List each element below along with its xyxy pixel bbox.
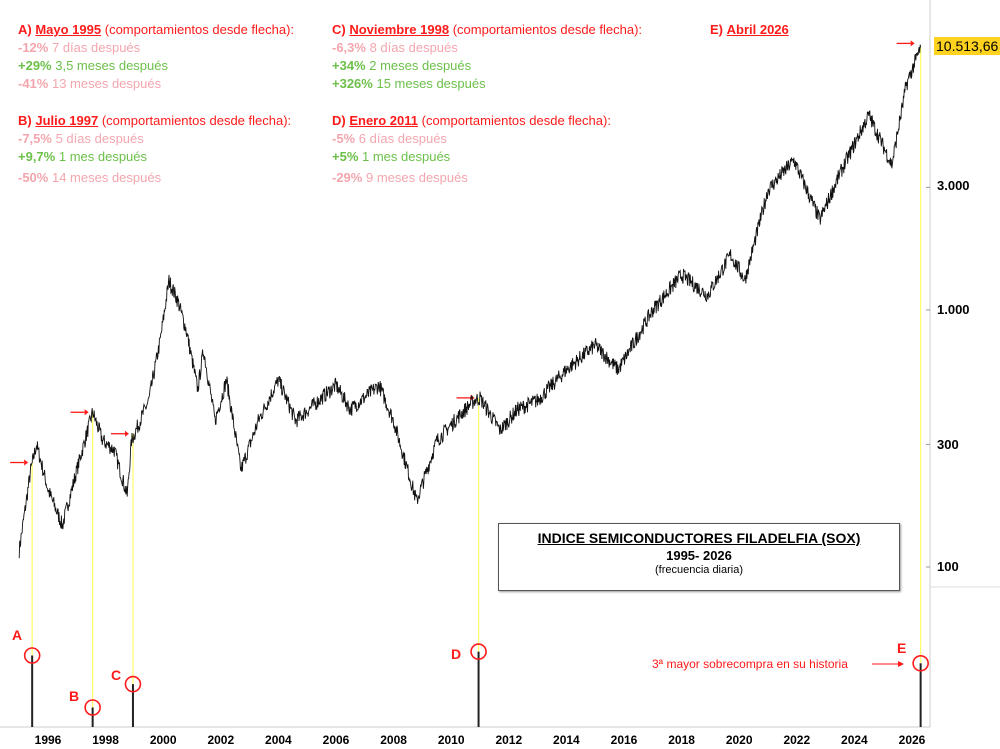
- x-tick-label: 2000: [149, 733, 177, 747]
- x-tick-label: 2016: [610, 733, 638, 747]
- x-tick-label: 2018: [668, 733, 695, 747]
- note-a: A) Mayo 1995 (comportamientos desde flec…: [18, 22, 295, 91]
- x-tick-label: 2012: [495, 733, 523, 747]
- chart-title: INDICE SEMICONDUCTORES FILADELFIA (SOX): [537, 530, 861, 546]
- note-c: C) Noviembre 1998 (comportamientos desde…: [332, 22, 643, 91]
- x-tick-label: 2004: [265, 733, 292, 747]
- overbought-arrow-head-icon: [898, 661, 904, 667]
- x-tick-label: 2020: [725, 733, 753, 747]
- chart-title-box: INDICE SEMICONDUCTORES FILADELFIA (SOX) …: [498, 523, 900, 591]
- x-tick-label: 2014: [553, 733, 580, 747]
- last-price-tag: 10.513,66: [934, 37, 1000, 55]
- marker-label-b: B: [69, 688, 80, 704]
- marker-label-a: A: [12, 627, 23, 643]
- y-tick-label: 1.000: [937, 302, 970, 317]
- x-tick-label: 1998: [92, 733, 119, 747]
- note-b: B) Julio 1997 (comportamientos desde fle…: [18, 113, 292, 185]
- arrow-head-icon: [124, 430, 129, 437]
- x-tick-label: 2026: [898, 733, 926, 747]
- y-tick-label: 100: [937, 559, 959, 574]
- marker-circle: [84, 699, 101, 716]
- arrow-head-icon: [24, 459, 29, 466]
- marker-label-d: D: [451, 646, 462, 662]
- note-d: D) Enero 2011 (comportamientos desde fle…: [332, 113, 611, 185]
- price-series-line: [18, 44, 922, 559]
- x-tick-label: 2008: [380, 733, 407, 747]
- x-tick-label: 2006: [322, 733, 350, 747]
- chart-frequency: (frecuencia diaria): [654, 564, 744, 576]
- x-tick-label: 1996: [34, 733, 62, 747]
- marker-circle: [470, 643, 487, 660]
- x-tick-label: 2022: [783, 733, 811, 747]
- x-tick-label: 2002: [207, 733, 235, 747]
- y-tick-label: 300: [937, 437, 959, 452]
- marker-circle: [912, 654, 929, 672]
- marker-label-c: C: [111, 667, 122, 683]
- y-tick-label: 3.000: [937, 178, 970, 193]
- marker-circle: [124, 675, 142, 693]
- arrow-head-icon: [910, 40, 915, 47]
- arrow-head-icon: [84, 409, 89, 416]
- marker-label-e: E: [897, 640, 907, 656]
- chart-period: 1995- 2026: [666, 548, 732, 563]
- marker-circle: [23, 647, 41, 664]
- x-tick-label: 2024: [841, 733, 868, 747]
- note-e: E) Abril 2026: [710, 22, 789, 37]
- overbought-note: 3ª mayor sobrecompra en su historia: [652, 657, 848, 671]
- x-tick-label: 2010: [437, 733, 465, 747]
